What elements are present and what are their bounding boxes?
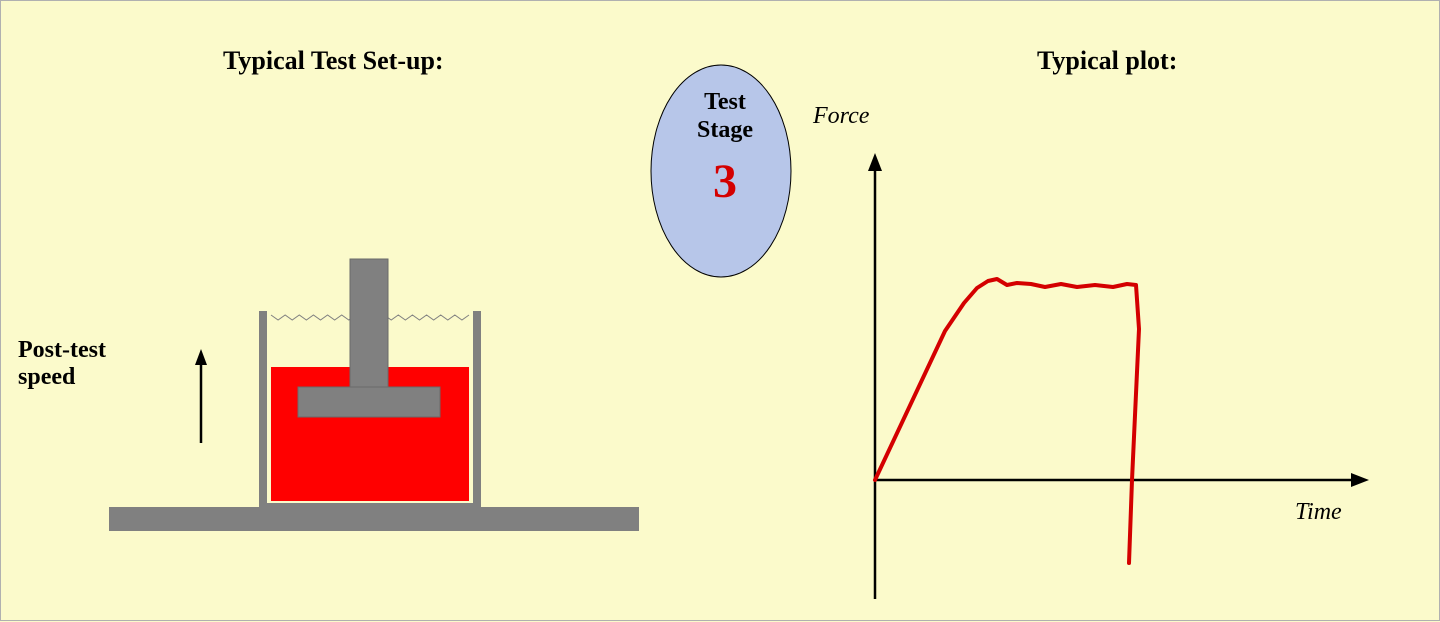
post-test-speed-label: Post-test speed [18,337,106,391]
plunger-head [298,387,440,417]
sample-fluid [271,367,469,501]
setup-title: Typical Test Set-up: [223,46,444,76]
plunger-shaft [350,259,388,391]
y-axis-label: Force [813,103,869,130]
plot-title: Typical plot: [1037,46,1177,76]
stage-badge-text: Test Stage 3 [685,89,765,209]
x-axis-arrowhead [1351,473,1369,487]
force-time-chart [868,153,1369,599]
post-test-speed-line1: Post-test [18,337,106,364]
x-axis-label: Time [1295,499,1342,526]
stage-badge-line2: Stage [685,117,765,145]
post-test-speed-arrow [195,349,207,443]
cup-serration [271,315,469,320]
test-platform [109,507,639,531]
y-axis-arrowhead [868,153,882,171]
sample-cup [263,311,477,507]
post-test-speed-line2: speed [18,364,106,391]
force-curve [875,279,1139,563]
stage-badge-line1: Test [685,89,765,117]
stage-badge-number: 3 [685,154,765,209]
